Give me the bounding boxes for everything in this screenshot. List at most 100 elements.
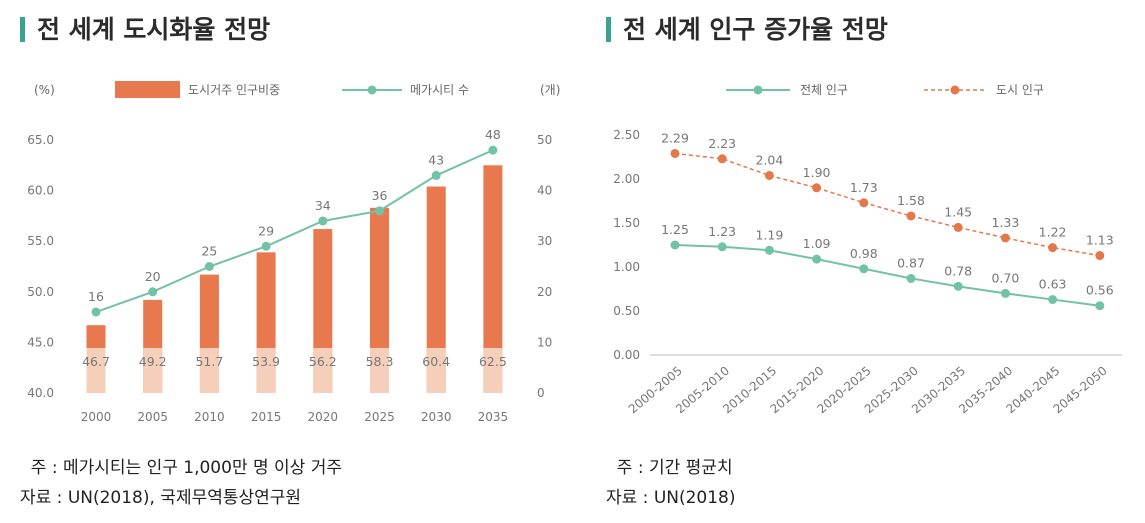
left-axis-unit: (%) [34, 83, 55, 97]
total-value-label: 0.87 [897, 255, 925, 270]
total-value-label: 0.56 [1086, 283, 1114, 298]
title-accent-bar [20, 17, 25, 42]
total-population-point [764, 245, 774, 255]
x-tick: 2020 [308, 410, 339, 424]
right-y-tick: 50 [537, 133, 552, 147]
legend-bar-swatch [115, 81, 180, 98]
y-tick: 2.00 [613, 172, 640, 186]
legend-total-marker [753, 85, 763, 95]
megacity-point [261, 241, 271, 251]
megacity-value-label: 20 [145, 269, 161, 284]
right-y-tick: 10 [537, 335, 552, 349]
bar-label-band [313, 348, 333, 393]
left-chart-title: 전 세계 도시화율 전망 [20, 10, 270, 46]
right-chart-title: 전 세계 인구 증가율 전망 [606, 10, 888, 46]
total-population-point [859, 264, 869, 274]
urban-population-point [906, 211, 916, 221]
y-tick: 0.50 [613, 304, 640, 318]
urban-value-label: 2.29 [661, 130, 689, 145]
megacity-value-label: 16 [88, 289, 104, 304]
urban-population-point [1000, 233, 1010, 243]
bar-label-band [370, 348, 389, 393]
y-tick: 2.50 [613, 128, 640, 142]
bar-urban-share [426, 186, 446, 393]
urban-population-point [1048, 243, 1058, 253]
urban-population-point [670, 148, 680, 158]
right-axis-unit: (개) [540, 83, 560, 97]
total-population-point [1048, 295, 1058, 305]
megacity-value-label: 43 [428, 152, 444, 167]
bar-label-band [199, 348, 219, 393]
urban-population-point [953, 222, 963, 232]
legend-line-label: 메가시티 수 [410, 83, 469, 97]
megacity-point [91, 307, 101, 317]
total-value-label: 1.23 [708, 224, 736, 239]
left-y-tick: 55.0 [27, 234, 54, 248]
total-population-point [1000, 288, 1010, 298]
megacity-value-label: 48 [485, 127, 501, 142]
legend-total-label: 전체 인구 [800, 83, 848, 97]
urban-population-point [717, 154, 727, 164]
left-note: 주 : 메가시티는 인구 1,000만 명 이상 거주 [20, 458, 342, 478]
right-y-tick: 30 [537, 234, 552, 248]
megacity-point [375, 206, 384, 216]
right-y-tick: 20 [537, 285, 552, 299]
urban-population-point [812, 183, 822, 193]
urban-value-label: 2.04 [755, 152, 783, 167]
bar-value-label: 46.7 [82, 354, 110, 369]
megacity-line [95, 149, 494, 313]
megacity-value-label: 34 [315, 198, 331, 213]
x-tick: 2010 [194, 410, 225, 424]
y-tick: 1.50 [613, 216, 640, 230]
bar-label-band [86, 348, 106, 393]
x-tick: 2000 [81, 410, 112, 424]
left-y-tick: 40.0 [27, 386, 54, 400]
legend-bar-label: 도시거주 인구비중 [188, 83, 280, 97]
y-tick: 0.00 [613, 348, 640, 362]
population-growth-chart: 전체 인구 도시 인구2.502.001.501.000.500.002000-2… [613, 83, 1122, 416]
right-note: 주 : 기간 평균치 [606, 458, 733, 478]
title-accent-bar [606, 17, 611, 42]
total-value-label: 0.78 [944, 263, 972, 278]
urban-value-label: 1.33 [991, 215, 1019, 230]
left-title-text: 전 세계 도시화율 전망 [37, 15, 271, 44]
total-population-point [1095, 301, 1105, 311]
megacity-point [318, 216, 328, 226]
urban-value-label: 1.73 [850, 180, 878, 195]
bar-label-band [143, 348, 163, 393]
urban-value-label: 1.58 [897, 193, 925, 208]
megacity-point [204, 262, 214, 271]
megacity-point [148, 287, 158, 297]
legend-urban-label: 도시 인구 [996, 83, 1044, 97]
bar-value-label: 53.9 [252, 354, 280, 369]
right-title-text: 전 세계 인구 증가율 전망 [623, 15, 888, 44]
bar-value-label: 51.7 [195, 354, 223, 369]
megacity-value-label: 29 [258, 223, 274, 238]
total-population-point [670, 240, 680, 250]
urban-value-label: 1.22 [1039, 225, 1067, 240]
total-value-label: 1.25 [661, 222, 689, 237]
urban-population-point [1095, 251, 1105, 261]
total-population-point [812, 254, 822, 264]
total-population-line [674, 244, 1100, 307]
bar-label-band [426, 348, 446, 393]
urban-value-label: 1.45 [944, 204, 972, 219]
megacity-value-label: 25 [201, 244, 217, 259]
total-value-label: 0.98 [850, 246, 878, 261]
urban-population-point [859, 198, 869, 208]
x-tick: 2025 [364, 410, 395, 424]
right-y-tick: 40 [537, 184, 552, 198]
bar-label-band [256, 348, 276, 393]
right-y-tick: 0 [537, 386, 545, 400]
urbanization-chart: (%) (개) 도시거주 인구비중 메가시티 수 65.0 60.0 55.0 50.0 45.… [27, 81, 560, 424]
left-y-tick: 60.0 [27, 184, 54, 198]
left-y-tick: 45.0 [27, 335, 54, 349]
total-value-label: 1.19 [755, 227, 783, 242]
total-population-point [906, 273, 916, 283]
total-value-label: 1.09 [803, 236, 831, 251]
total-value-label: 0.63 [1039, 277, 1067, 292]
megacity-point [488, 145, 498, 155]
x-tick: 2015 [251, 410, 282, 424]
megacity-value-label: 36 [372, 188, 388, 203]
x-tick: 2005 [137, 410, 168, 424]
